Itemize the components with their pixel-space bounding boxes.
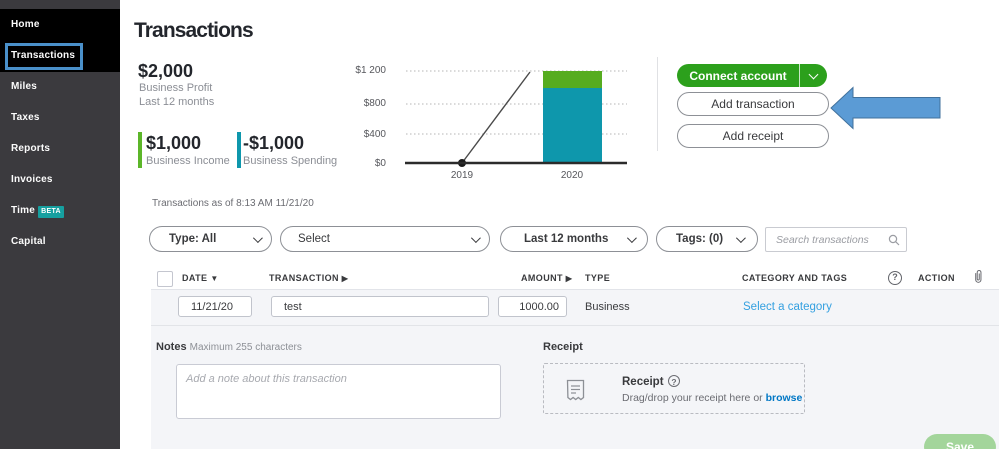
svg-text:2019: 2019: [451, 170, 474, 180]
svg-text:2020: 2020: [561, 170, 584, 180]
